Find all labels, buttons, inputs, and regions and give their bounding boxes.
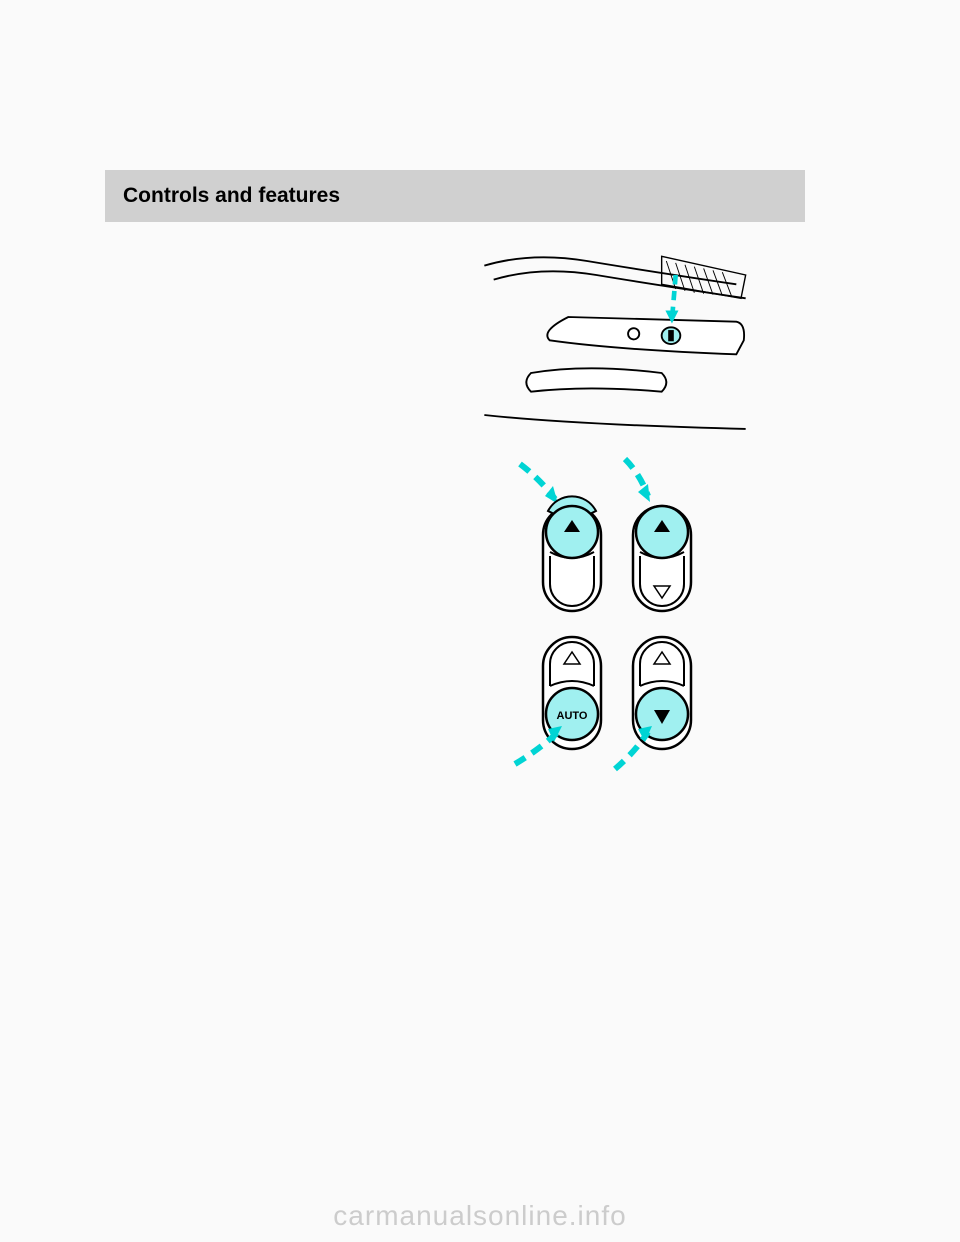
watermark-text: carmanualsonline.info — [333, 1200, 626, 1232]
auto-label: AUTO — [557, 710, 588, 722]
rocker-switches-svg: AUTO — [490, 454, 740, 774]
door-diagram — [425, 247, 805, 434]
switches-diagram-col: AUTO — [425, 454, 805, 779]
section-header: Controls and features — [105, 170, 805, 222]
power-windows-text — [105, 454, 425, 779]
door-lock-diagram — [475, 247, 755, 434]
power-windows-row: AUTO — [105, 454, 805, 779]
childproof-text — [105, 247, 425, 434]
section-title: Controls and features — [123, 184, 787, 208]
window-switches-block: AUTO — [490, 454, 740, 779]
childproof-locks-row — [105, 247, 805, 434]
